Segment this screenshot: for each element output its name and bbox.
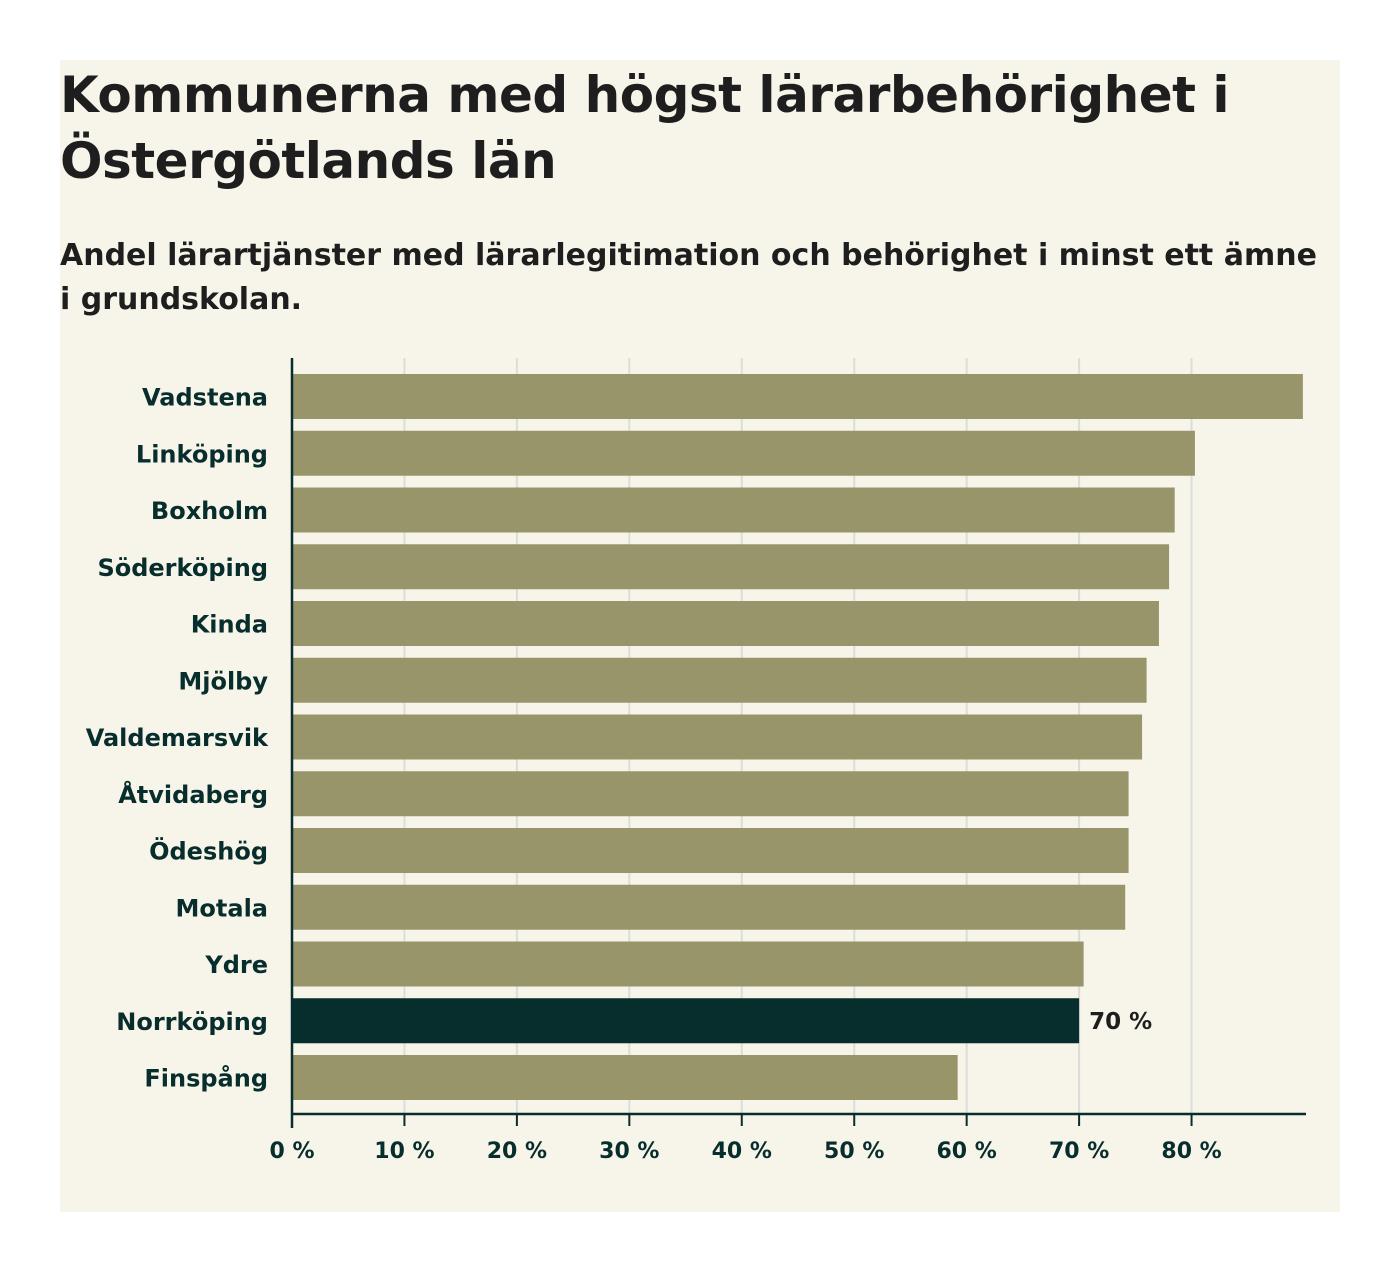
category-label: Boxholm [151,497,268,525]
category-label: Norrköping [116,1008,268,1036]
bar [292,828,1129,873]
category-label: Ödeshög [149,836,268,866]
x-tick-label: 40 % [712,1139,772,1164]
x-tick-label: 80 % [1161,1139,1221,1164]
category-label: Söderköping [97,554,268,582]
chart-title: Kommunerna med högst lärarbehörighet i Ö… [60,66,1230,190]
bar [292,1055,958,1100]
category-label: Finspång [144,1064,268,1093]
bar [292,714,1143,760]
category-label: Linköping [136,440,268,468]
x-tick-label: 50 % [824,1139,884,1164]
category-label: Åtvidaberg [118,780,268,809]
category-label: Vadstena [142,384,268,412]
bar [292,374,1303,419]
bar [292,657,1147,703]
bar [292,998,1080,1044]
chart-subtitle: Andel lärartjänster med lärarlegitimatio… [60,238,1317,317]
x-tick-label: 70 % [1049,1139,1109,1164]
x-tick-label: 60 % [937,1139,997,1164]
x-tick-label: 10 % [374,1139,434,1164]
category-label: Valdemarsvik [86,724,269,752]
category-label: Ydre [204,951,268,979]
bar [292,487,1175,533]
category-label: Mjölby [178,667,268,695]
bar [292,941,1084,987]
bar [292,771,1129,817]
category-label: Motala [176,894,268,922]
bar [292,601,1159,646]
data-label: 70 % [1089,1009,1152,1035]
bar [292,544,1170,590]
x-tick-label: 0 % [269,1139,314,1164]
bar [292,430,1195,476]
bar [292,884,1126,930]
category-label: Kinda [191,611,268,639]
x-tick-label: 30 % [599,1139,659,1164]
x-tick-label: 20 % [487,1139,547,1164]
